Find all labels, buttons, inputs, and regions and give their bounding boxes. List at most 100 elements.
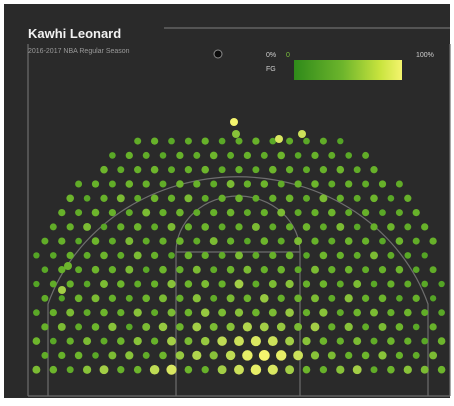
shot-bin <box>362 323 370 331</box>
shot-bin <box>41 237 49 245</box>
shot-bin <box>362 266 370 274</box>
shot-bin <box>133 308 142 317</box>
shot-bin <box>192 350 202 360</box>
shot-bin <box>133 251 142 260</box>
shot-bin <box>404 337 412 345</box>
shot-bin <box>150 194 159 203</box>
shot-bin <box>294 180 302 188</box>
shot-bin <box>268 280 277 288</box>
shot-bin <box>125 265 134 274</box>
shot-bin <box>344 237 353 245</box>
shot-bin <box>75 209 83 217</box>
shot-bin <box>108 294 117 302</box>
shot-bin <box>75 180 83 188</box>
shot-bin <box>344 294 353 303</box>
shot-bin <box>58 295 65 302</box>
shot-bin <box>184 223 193 231</box>
shot-bin <box>109 152 116 159</box>
shot-bin <box>277 294 285 302</box>
shot-bin <box>311 237 319 245</box>
shot-bin <box>370 251 378 260</box>
shot-bin <box>232 130 240 138</box>
player-name: Kawhi Leonard <box>28 26 122 41</box>
shot-bin <box>328 151 336 159</box>
shot-bin <box>259 322 269 332</box>
shot-bin <box>167 194 176 202</box>
shot-bin <box>285 194 294 203</box>
shot-bin <box>319 137 327 145</box>
shot-bin <box>184 308 193 317</box>
shot-bin <box>150 165 159 174</box>
shot-bin <box>159 265 167 274</box>
shot-bin <box>125 323 133 331</box>
shot-bin <box>234 279 244 289</box>
shot-bin <box>370 194 378 203</box>
shot-bin <box>293 350 304 361</box>
shot-bin <box>438 280 445 288</box>
shot-bin <box>210 266 218 274</box>
shot-bin <box>217 365 227 375</box>
shot-bin <box>75 237 82 245</box>
shot-bin <box>403 365 412 374</box>
shot-bin <box>319 194 328 203</box>
shot-bin <box>260 266 268 274</box>
shot-bin <box>302 308 311 317</box>
shot-bin <box>159 294 167 303</box>
shot-bin <box>311 294 319 303</box>
shot-bin <box>91 265 100 274</box>
shot-bin <box>285 308 294 317</box>
shot-bin <box>58 266 66 274</box>
shot-bin <box>362 180 370 188</box>
shot-bin <box>66 366 74 374</box>
shot-bin <box>176 237 184 245</box>
shot-bin <box>395 351 404 360</box>
shot-bin <box>192 294 201 303</box>
shot-bin <box>412 237 420 245</box>
shot-bin <box>100 280 108 288</box>
shot-bin <box>242 322 252 332</box>
shot-bin <box>429 237 437 245</box>
shot-bin <box>176 266 184 274</box>
shot-bin <box>294 294 302 303</box>
shot-bin <box>370 223 378 231</box>
shot-bin <box>108 266 117 274</box>
shot-bin <box>370 166 378 174</box>
shot-bin <box>201 280 210 288</box>
shot-bin <box>218 223 226 231</box>
shot-bin <box>184 251 193 260</box>
shot-bin <box>404 252 412 259</box>
shot-bin <box>100 165 108 174</box>
shot-bin <box>275 350 287 361</box>
shot-bin <box>108 180 116 188</box>
shot-bin <box>243 180 252 188</box>
shot-bin <box>285 279 294 289</box>
shot-bin <box>294 237 303 246</box>
shot-bin <box>311 151 319 160</box>
shot-bin <box>176 323 184 331</box>
shot-bin <box>336 194 344 202</box>
shot-bin <box>243 265 252 274</box>
shot-bin <box>319 337 328 345</box>
shot-bin <box>230 118 238 126</box>
shot-bin <box>218 308 227 317</box>
shot-bin <box>252 308 260 317</box>
shot-bin <box>250 364 262 375</box>
shot-bin <box>117 308 125 317</box>
shot-bin <box>387 280 395 288</box>
shot-bin <box>100 337 108 345</box>
shot-bin <box>58 286 66 294</box>
shot-bin <box>336 309 344 317</box>
shot-bin <box>218 194 226 202</box>
shot-bin <box>319 366 328 374</box>
shot-bin <box>395 237 404 245</box>
shot-bin <box>184 280 193 288</box>
shot-bin <box>361 351 370 360</box>
shot-bin <box>235 251 243 260</box>
shot-bin <box>258 350 270 361</box>
shot-bin <box>75 266 83 274</box>
shot-bin <box>99 365 109 375</box>
shot-bin <box>159 237 167 245</box>
shot-bin <box>116 194 125 203</box>
shot-bin <box>260 151 268 159</box>
shot-bin <box>142 237 150 245</box>
